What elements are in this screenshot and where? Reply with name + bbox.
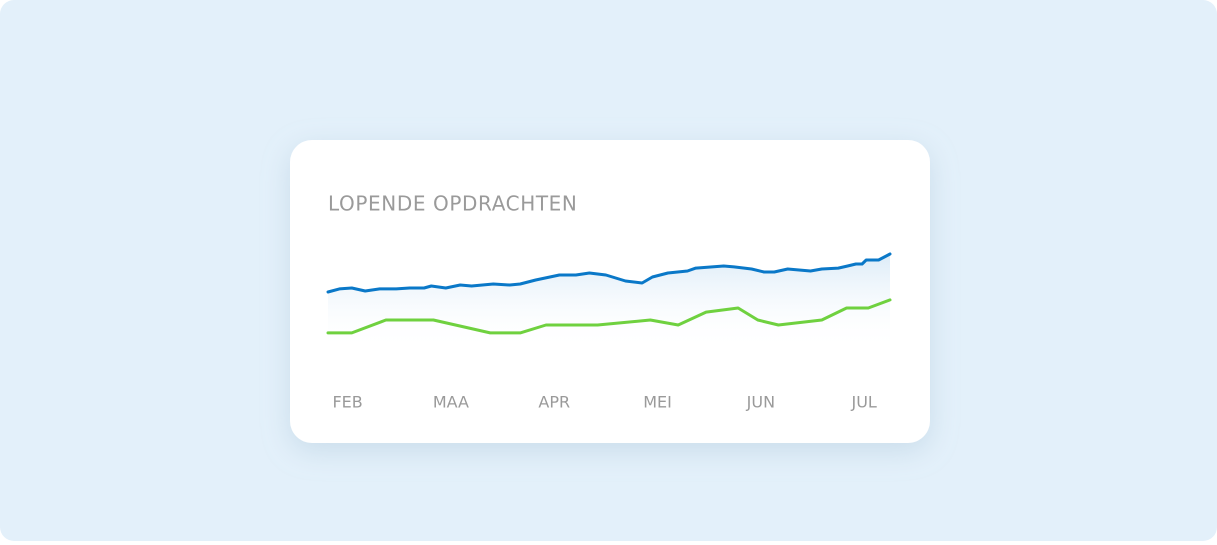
chart-title: LOPENDE OPDRACHTEN	[328, 192, 577, 216]
x-tick-label: MEI	[643, 393, 672, 412]
x-tick-label: FEB	[332, 393, 362, 412]
x-tick-label: JUL	[851, 393, 877, 412]
area	[328, 254, 890, 350]
x-tick-label: JUN	[746, 393, 775, 412]
x-tick-label: APR	[538, 393, 570, 412]
x-tick-label: MAA	[433, 393, 469, 412]
line	[326, 252, 892, 294]
line	[326, 298, 892, 335]
